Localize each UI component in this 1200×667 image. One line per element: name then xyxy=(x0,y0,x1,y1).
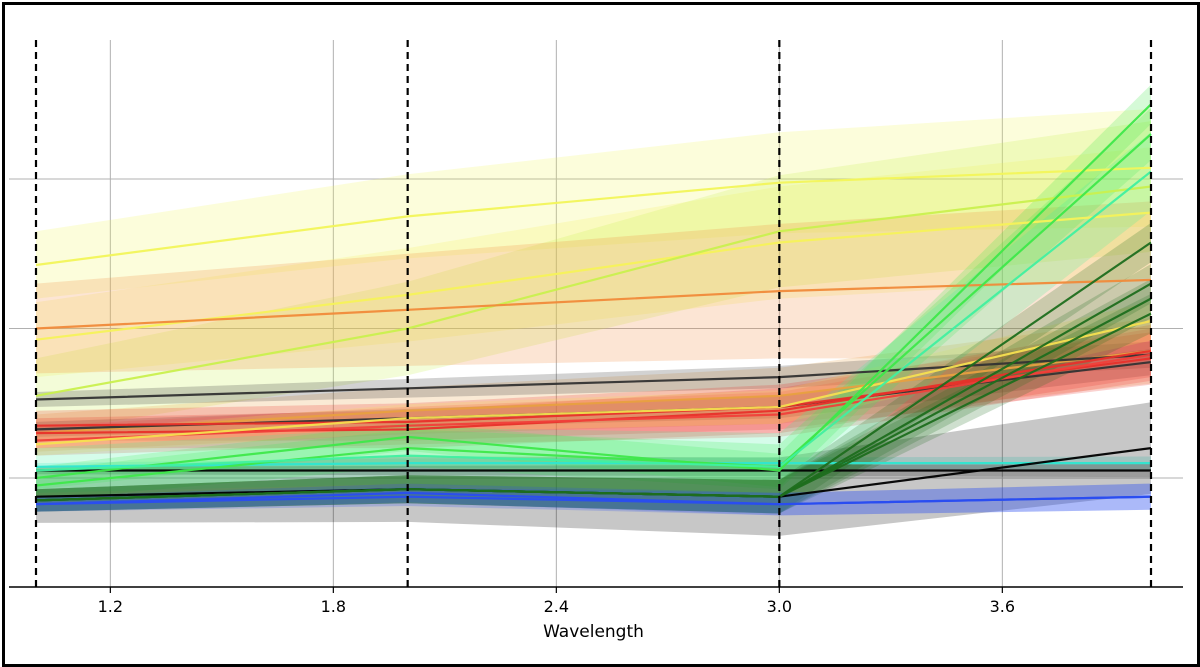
series-line xyxy=(35,185,1152,397)
series-line xyxy=(35,491,1152,506)
x-tick-label: 2.4 xyxy=(544,597,569,616)
series-band xyxy=(36,108,1151,299)
series-line xyxy=(35,353,1152,401)
series-line xyxy=(35,170,1152,472)
series-band xyxy=(36,318,1151,452)
series-band xyxy=(36,332,1151,441)
x-tick-label: 3.0 xyxy=(767,597,792,616)
series-band xyxy=(36,222,1151,514)
series-line xyxy=(35,353,1152,442)
series-line xyxy=(35,357,1152,427)
series-line xyxy=(35,312,1152,502)
series-band xyxy=(36,293,1151,514)
series-band xyxy=(36,349,1151,437)
series-line xyxy=(35,103,1152,480)
series-line xyxy=(35,349,1152,435)
series-band xyxy=(36,147,1151,378)
series-band xyxy=(36,279,1151,514)
series-band xyxy=(36,108,1151,501)
series-lines xyxy=(35,103,1152,506)
series-line xyxy=(35,133,1152,487)
series-band xyxy=(36,84,1151,490)
x-tick-label: 1.8 xyxy=(321,597,346,616)
series-band xyxy=(36,132,1151,501)
series-band xyxy=(36,201,1151,374)
x-axis: 1.2 1.8 2.4 3.0 3.6 xyxy=(9,586,1183,616)
x-axis-label: Wavelength xyxy=(543,622,644,642)
x-tick-label: 1.2 xyxy=(98,597,123,616)
series-line xyxy=(35,319,1152,446)
gridlines xyxy=(9,40,1183,587)
series-line xyxy=(35,211,1152,341)
x-tick-label: 3.6 xyxy=(990,597,1015,616)
series-band xyxy=(36,121,1151,434)
series-line xyxy=(35,462,1151,468)
series-line xyxy=(35,166,1152,267)
series-line xyxy=(35,278,1152,330)
wavelength-chart: 1.2 1.8 2.4 3.0 3.6 Wavelength xyxy=(9,40,1183,642)
